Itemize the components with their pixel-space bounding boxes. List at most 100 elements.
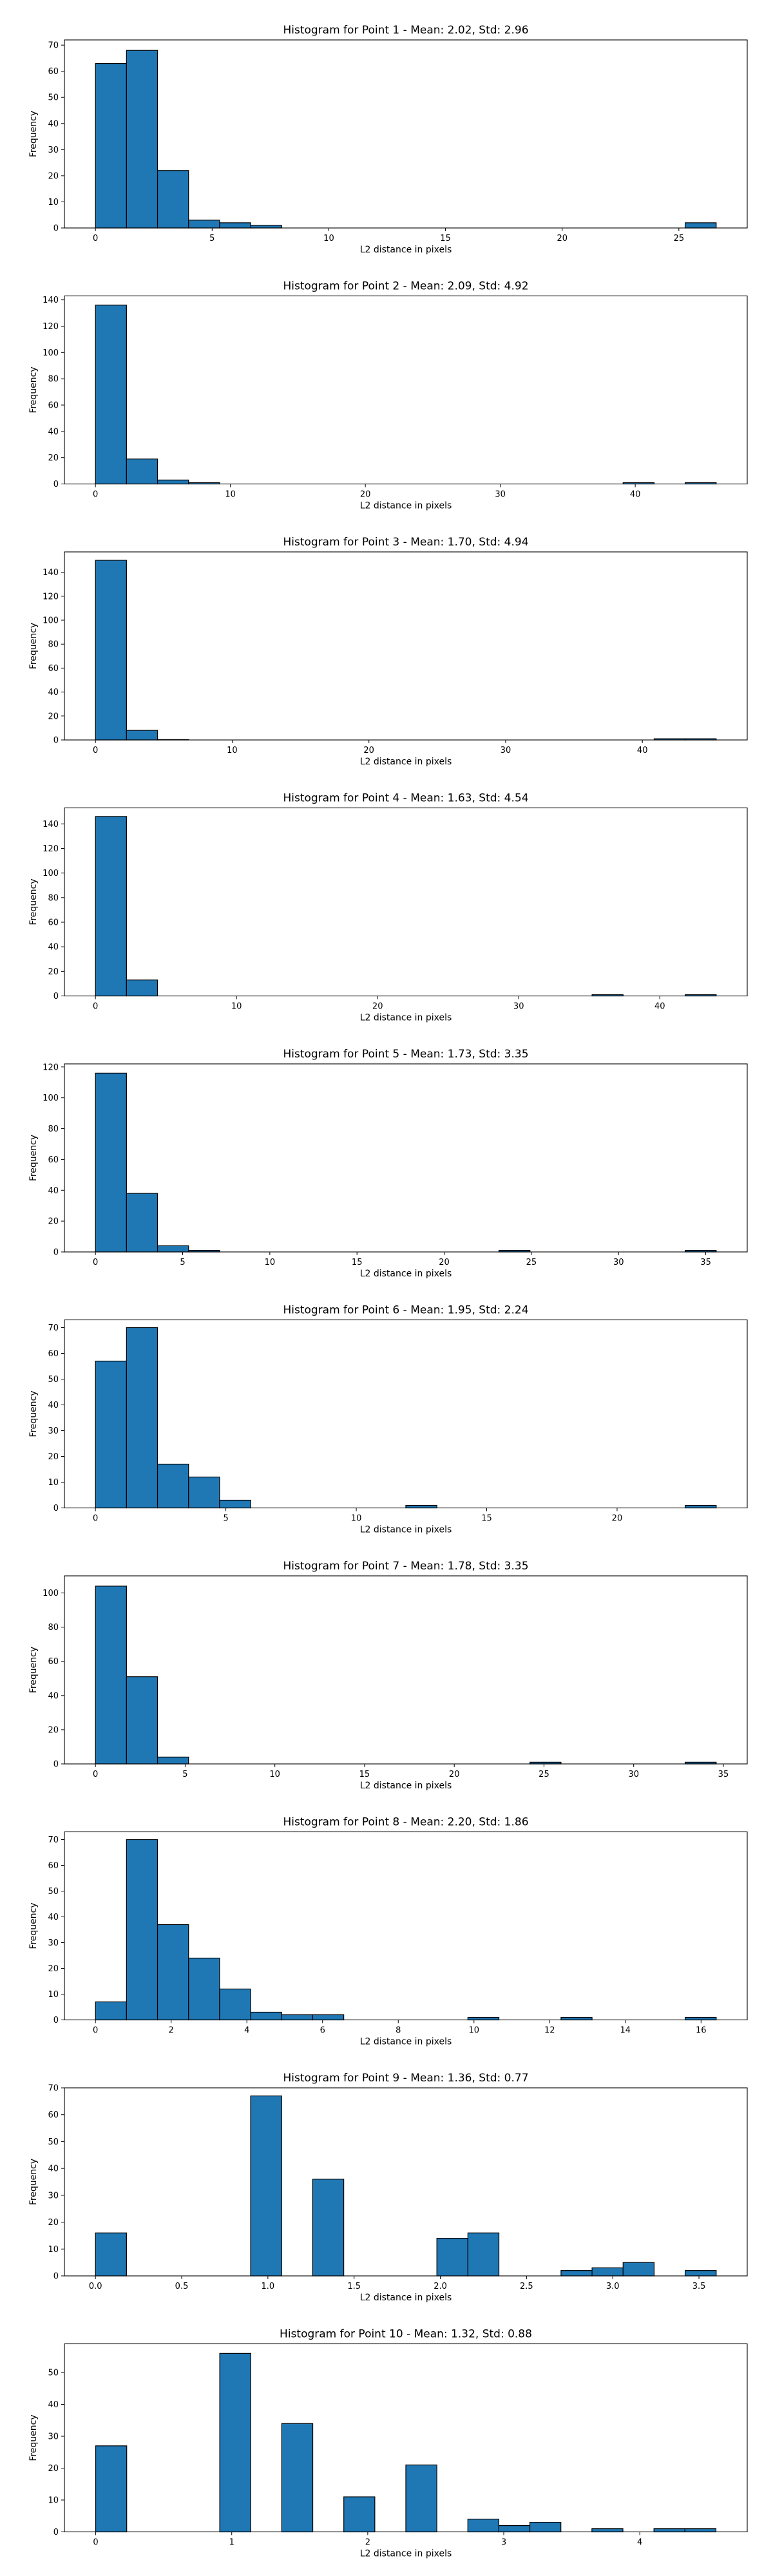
- y-tick-label: 20: [48, 967, 59, 977]
- x-tick-label: 4: [637, 2538, 642, 2548]
- x-tick-label: 25: [539, 1770, 549, 1779]
- y-tick-label: 30: [48, 2191, 59, 2201]
- x-tick-label: 10: [468, 2026, 479, 2036]
- y-tick-label: 120: [43, 1063, 59, 1072]
- y-tick-label: 30: [48, 146, 59, 155]
- y-tick-label: 20: [48, 2464, 59, 2474]
- histogram-bar: [343, 2496, 376, 2533]
- chart-title: Histogram for Point 1 - Mean: 2.02, Std:…: [283, 24, 528, 37]
- y-tick-label: 0: [53, 224, 59, 234]
- chart-title: Histogram for Point 8 - Mean: 2.20, Std:…: [283, 1816, 528, 1829]
- x-tick-label: 10: [225, 490, 236, 500]
- x-tick-label: 5: [209, 234, 215, 243]
- chart-title: Histogram for Point 3 - Mean: 1.70, Std:…: [283, 536, 528, 549]
- x-axis-label: L2 distance in pixels: [360, 501, 452, 511]
- y-tick-label: 20: [48, 1725, 59, 1735]
- histogram-bar: [281, 2014, 314, 2021]
- histogram-bar: [95, 2445, 128, 2533]
- chart-title: Histogram for Point 6 - Mean: 1.95, Std:…: [283, 1304, 528, 1317]
- x-tick-label: 15: [440, 234, 451, 243]
- histogram-panel-8: Histogram for Point 8 - Mean: 2.20, Std:…: [28, 1816, 748, 2047]
- axes-frame: [64, 807, 748, 997]
- x-tick-label: 10: [351, 1514, 362, 1524]
- x-tick-label: 12: [544, 2026, 555, 2036]
- y-axis-label: Frequency: [28, 878, 39, 925]
- y-axis-label: Frequency: [28, 1135, 39, 1181]
- y-axis-label: Frequency: [28, 1902, 39, 1949]
- histogram-bar: [95, 816, 127, 997]
- y-tick-label: 0: [53, 2272, 59, 2282]
- axes-frame: [64, 1575, 748, 1765]
- y-tick-label: 50: [48, 93, 59, 103]
- x-axis-label: L2 distance in pixels: [360, 757, 452, 767]
- x-tick-label: 30: [613, 1258, 624, 1267]
- histogram-bar: [219, 2353, 251, 2533]
- histogram-bar: [188, 220, 220, 229]
- histogram-bar: [467, 2016, 500, 2021]
- histogram-bar: [405, 1504, 437, 1509]
- y-tick-label: 60: [48, 664, 59, 674]
- histogram-bar: [591, 2528, 624, 2533]
- axes-frame: [64, 39, 748, 229]
- axes-frame: [64, 551, 748, 741]
- x-tick-label: 20: [372, 1002, 383, 1012]
- histogram-bar: [95, 62, 127, 229]
- x-tick-label: 5: [223, 1514, 228, 1524]
- y-tick-label: 60: [48, 1349, 59, 1359]
- y-axis-label: Frequency: [28, 1647, 39, 1693]
- y-tick-label: 60: [48, 1657, 59, 1667]
- y-tick-label: 120: [43, 322, 59, 332]
- y-tick-label: 70: [48, 1323, 59, 1333]
- histogram-bar: [126, 1676, 158, 1765]
- y-axis-label: Frequency: [28, 2414, 39, 2461]
- y-tick-label: 70: [48, 41, 59, 51]
- x-tick-label: 25: [526, 1258, 537, 1267]
- x-tick-label: 0.0: [89, 2282, 102, 2291]
- x-tick-label: 2: [169, 2026, 174, 2036]
- y-tick-label: 0: [53, 1248, 59, 1258]
- y-tick-label: 30: [48, 2432, 59, 2442]
- x-tick-label: 1: [229, 2538, 234, 2548]
- x-tick-label: 0: [93, 1770, 98, 1779]
- y-tick-label: 20: [48, 1217, 59, 1227]
- x-tick-label: 5: [182, 1770, 187, 1779]
- y-tick-label: 40: [48, 2164, 59, 2174]
- chart-title: Histogram for Point 2 - Mean: 2.09, Std:…: [283, 280, 528, 293]
- x-tick-label: 35: [700, 1258, 711, 1267]
- x-tick-label: 35: [718, 1770, 729, 1779]
- y-tick-label: 10: [48, 1990, 59, 2000]
- y-tick-label: 20: [48, 1964, 59, 1974]
- x-tick-label: 40: [637, 746, 648, 755]
- histogram-bar: [436, 2238, 468, 2277]
- x-axis-label: L2 distance in pixels: [360, 245, 452, 255]
- histogram-bar: [312, 2014, 345, 2021]
- y-tick-label: 80: [48, 640, 59, 650]
- y-tick-label: 60: [48, 1861, 59, 1871]
- x-tick-label: 40: [654, 1002, 665, 1012]
- chart-title: Histogram for Point 5 - Mean: 1.73, Std:…: [283, 1048, 528, 1061]
- histogram-bar: [219, 1499, 251, 1509]
- y-tick-label: 20: [48, 453, 59, 463]
- histogram-bar: [685, 1504, 717, 1509]
- x-tick-label: 10: [231, 1002, 242, 1012]
- y-tick-label: 40: [48, 1691, 59, 1701]
- x-tick-label: 14: [620, 2026, 631, 2036]
- x-tick-label: 2: [365, 2538, 370, 2548]
- x-tick-label: 2.5: [520, 2282, 533, 2291]
- x-tick-label: 0: [93, 2026, 98, 2036]
- y-tick-label: 0: [53, 2016, 59, 2025]
- axes-frame: [64, 2087, 748, 2277]
- histogram-bar: [126, 730, 158, 741]
- histogram-bar: [95, 560, 127, 741]
- x-tick-label: 15: [359, 1770, 370, 1779]
- histogram-bar: [188, 1476, 220, 1509]
- x-tick-label: 8: [396, 2026, 401, 2036]
- histogram-bar: [281, 2423, 314, 2533]
- histogram-bar: [95, 1072, 127, 1253]
- histogram-bar: [653, 2528, 685, 2533]
- histogram-bar: [157, 1463, 189, 1509]
- y-tick-label: 60: [48, 401, 59, 410]
- y-tick-label: 140: [43, 568, 59, 578]
- histogram-bar: [219, 1988, 251, 2021]
